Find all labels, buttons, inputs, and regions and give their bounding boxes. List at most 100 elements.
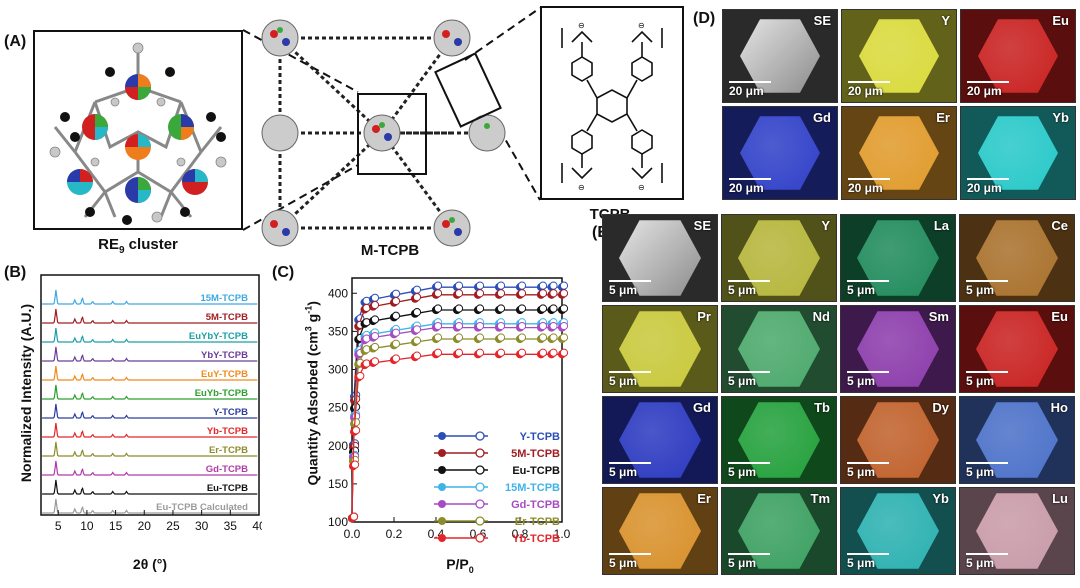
crystal-shape	[619, 402, 701, 478]
pxrd-trace	[42, 365, 258, 381]
isotherm-desorption-point	[549, 333, 558, 342]
isotherm-desorption-point	[391, 311, 401, 320]
isotherm-series-line	[351, 353, 562, 519]
isotherm-desorption-point	[356, 371, 365, 381]
scale-bar-label: 20 μm	[729, 178, 771, 195]
pxrd-xtick-label: 35	[224, 519, 238, 533]
crystal-shape	[738, 220, 820, 296]
isotherm-desorption-point	[559, 281, 569, 290]
pxrd-trace-label: Yb-TCPB	[207, 426, 248, 437]
scale-bar-label: 5 μm	[609, 280, 652, 297]
isotherm-xtick-label: 0.0	[344, 527, 361, 541]
isotherm-desorption-point	[538, 333, 548, 342]
isotherm-desorption-point	[559, 304, 569, 313]
isotherm-desorption-point	[433, 321, 443, 331]
isotherm-legend-marker	[438, 534, 446, 542]
isotherm-desorption-point	[549, 321, 558, 331]
isotherm-desorption-point	[412, 336, 422, 345]
element-map-tile: Y 5 μm	[721, 214, 837, 302]
panel-b-label: (B)	[4, 264, 27, 281]
element-label: SE	[813, 13, 831, 28]
isotherm-desorption-point	[350, 460, 360, 469]
element-map-tile: Tb 5 μm	[721, 396, 837, 484]
isotherm-desorption-point	[517, 348, 527, 357]
element-map-tile: Eu 5 μm	[959, 305, 1075, 393]
element-map-tile: Sm 5 μm	[840, 305, 956, 393]
isotherm-desorption-point	[475, 333, 485, 342]
isotherm-desorption-point	[538, 304, 548, 313]
isotherm-legend-label: Gd-TCPB	[511, 499, 560, 511]
pxrd-xtick-label: 15	[109, 519, 123, 533]
cluster-frame	[33, 30, 243, 230]
element-map-tile: Pr 5 μm	[602, 305, 718, 393]
pxrd-trace	[42, 479, 258, 495]
element-label: Sm	[928, 309, 949, 324]
svg-text:⊖: ⊖	[578, 21, 585, 30]
element-label: SE	[693, 218, 711, 233]
isotherm-desorption-point	[538, 348, 548, 357]
isotherm-ytick-label: 350	[328, 324, 348, 338]
isotherm-desorption-point	[549, 304, 558, 313]
isotherm-desorption-point	[496, 304, 506, 313]
isotherm-desorption-point	[549, 281, 558, 290]
isotherm-desorption-point	[352, 418, 361, 427]
element-label: Y	[821, 218, 830, 233]
pxrd-trace	[42, 327, 258, 343]
isotherm-desorption-point	[412, 285, 422, 294]
isotherm-desorption-point	[496, 333, 506, 342]
pxrd-trace-label: EuYb-TCPB	[195, 388, 248, 399]
isotherm-ytick-label: 150	[328, 477, 348, 491]
isotherm-desorption-point	[370, 315, 380, 324]
isotherm-xtick-label: 1.0	[554, 527, 571, 541]
element-label: Ho	[1050, 400, 1068, 415]
isotherm-desorption-point	[475, 281, 485, 290]
panel-c-label: (C)	[272, 264, 295, 281]
isotherm-legend-marker	[438, 517, 446, 525]
isotherm-ytick-label: 250	[328, 401, 348, 415]
crystal-shape	[619, 493, 701, 569]
pxrd-trace	[42, 403, 258, 419]
isotherm-desorption-point	[454, 348, 464, 357]
isotherm-desorption-point	[559, 321, 569, 331]
isotherm-desorption-point	[496, 321, 506, 331]
isotherm-desorption-point	[412, 308, 422, 317]
element-label: La	[933, 218, 949, 233]
scale-bar-label: 5 μm	[609, 462, 652, 479]
isotherm-legend-label: Y-TCPB	[520, 431, 560, 443]
pxrd-trace-label: 15M-TCPB	[200, 293, 248, 304]
scale-bar-label: 5 μm	[728, 553, 771, 570]
element-label: Er	[697, 491, 711, 506]
isotherm-desorption-point	[391, 328, 401, 337]
pxrd-xlabel: 2θ (°)	[132, 556, 168, 572]
pxrd-trace-label: Y-TCPB	[213, 407, 248, 418]
isotherm-desorption-point	[433, 304, 443, 313]
framework-svg	[261, 19, 506, 247]
scale-bar-label: 5 μm	[728, 371, 771, 388]
isotherm-desorption-point	[517, 289, 527, 298]
isotherm-legend-label: 15M-TCPB	[505, 482, 560, 494]
isotherm-ytick-label: 100	[328, 515, 348, 529]
isotherm-desorption-point	[559, 333, 569, 342]
element-map-tile: Lu 5 μm	[959, 487, 1075, 575]
isotherm-desorption-point	[391, 354, 401, 363]
pxrd-trace	[42, 441, 258, 457]
isotherm-xlabel: P/P0	[446, 556, 474, 575]
cluster-caption: RE9 cluster	[98, 236, 178, 256]
isotherm-legend-marker	[438, 432, 446, 440]
isotherm-legend-label: 5M-TCPB	[511, 448, 560, 460]
pxrd-trace-label: Gd-TCPB	[206, 464, 248, 475]
pxrd-plot: 15M-TCPB 5M-TCPB EuYbY-TCPB YbY-TCPB EuY-TCP…	[40, 274, 262, 533]
crystal-shape	[857, 493, 939, 569]
pxrd-trace	[42, 498, 258, 514]
element-label: Y	[941, 13, 950, 28]
re9-cluster-illustration	[49, 42, 227, 225]
element-label: Tb	[814, 400, 830, 415]
pxrd-trace	[42, 384, 258, 400]
isotherm-desorption-point	[517, 281, 527, 290]
element-map-tile: Y 20 μm	[841, 9, 957, 103]
pxrd-xtick-label: 5	[55, 519, 62, 533]
element-map-tile: Tm 5 μm	[721, 487, 837, 575]
element-label: Yb	[1052, 110, 1069, 125]
element-map-tile: Dy 5 μm	[840, 396, 956, 484]
isotherm-desorption-point	[433, 289, 443, 298]
